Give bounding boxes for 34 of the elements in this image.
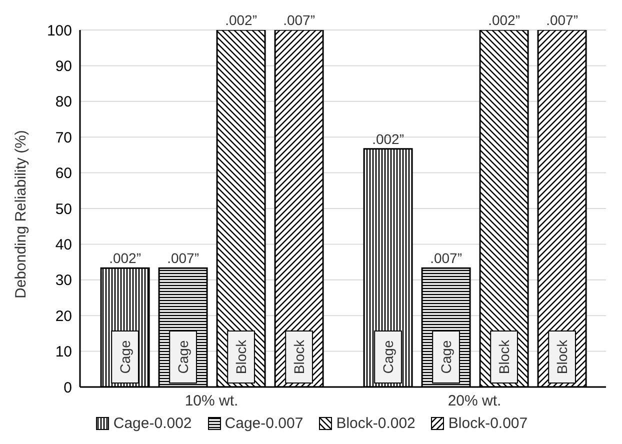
text: .002” xyxy=(225,12,258,28)
legend-label: Cage-0.007 xyxy=(224,415,304,432)
annotation: Cage xyxy=(438,340,454,374)
y-axis-title: Debonding Reliability (%) xyxy=(12,130,30,298)
x-tick-label: 10% wt. xyxy=(184,392,238,410)
y-tick-label: 30 xyxy=(55,272,72,290)
y-tick-label: 80 xyxy=(55,94,72,111)
annotation: .002” xyxy=(109,250,142,266)
annotation: Cage xyxy=(175,340,192,374)
annotation: Cage xyxy=(380,340,396,374)
annotation: Cage xyxy=(117,340,134,374)
y-tick-label: 50 xyxy=(55,200,72,218)
annotation: .007” xyxy=(167,250,200,266)
legend-label: Cage-0.002 xyxy=(112,415,192,432)
y-tick-label: 60 xyxy=(55,165,72,182)
y-tick-label: 100 xyxy=(46,22,72,40)
legend-label: Block-0.007 xyxy=(447,415,528,432)
annotation: .007” xyxy=(430,250,462,266)
y-tick-label: 0 xyxy=(64,379,72,396)
annotation: Block xyxy=(291,338,308,374)
text: .007” xyxy=(546,12,578,28)
y-tick-label: 40 xyxy=(55,236,72,254)
annotation: Block xyxy=(554,338,570,374)
y-tick-label: 90 xyxy=(55,58,72,76)
y-tick-label: 20 xyxy=(55,308,72,325)
legend-label: Block-0.002 xyxy=(335,415,416,432)
annotation: Block xyxy=(233,338,250,374)
text: .002” xyxy=(488,12,520,28)
annotation: .002” xyxy=(372,130,404,147)
annotation: Block xyxy=(496,338,512,374)
y-tick-label: 10 xyxy=(55,344,72,361)
text: .007” xyxy=(283,12,316,28)
x-tick-label: 20% wt. xyxy=(448,392,502,410)
y-tick-label: 70 xyxy=(55,129,72,146)
